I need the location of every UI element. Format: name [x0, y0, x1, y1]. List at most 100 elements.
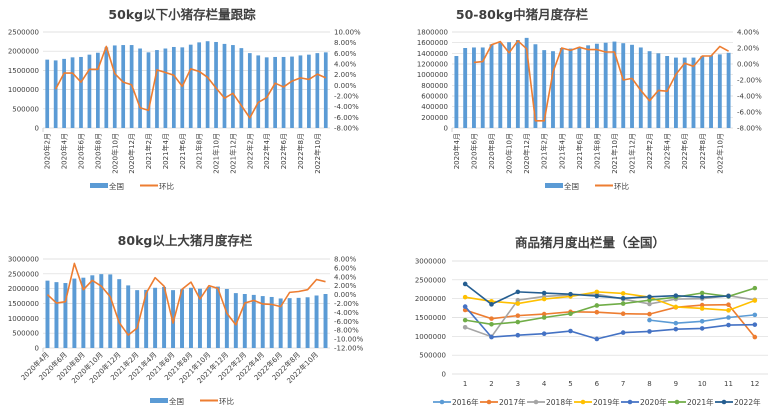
legend-label: 全国 — [109, 181, 124, 191]
right-axis-tick-label: -4.00% — [737, 93, 762, 101]
bar — [171, 290, 176, 348]
x-tick-label: 2020年12月 — [127, 133, 136, 174]
bar — [323, 294, 328, 348]
left-axis-tick-label: 1000000 — [8, 86, 39, 94]
bar — [709, 55, 713, 128]
x-tick-label: 2021年2月 — [144, 133, 153, 169]
line-point — [647, 329, 652, 334]
line-point — [699, 318, 705, 324]
chart-market-hog-slaughter: 商品猪月度出栏量（全国） 0 500000 1000000 1500000 200000… — [415, 235, 768, 407]
x-tick-label: 2021年10月 — [212, 133, 221, 174]
bar — [104, 47, 109, 128]
bar — [180, 47, 185, 128]
legend-label: 2018年 — [546, 397, 573, 407]
line-point — [541, 331, 547, 336]
left-axis-tick-label: 0 — [35, 125, 39, 133]
line-point — [726, 302, 731, 307]
left-axis-tick-label: 500000 — [12, 105, 39, 113]
line-point — [541, 296, 547, 302]
bar — [70, 57, 75, 128]
line-point — [462, 317, 468, 323]
line-point — [647, 297, 652, 303]
bar — [79, 56, 83, 128]
left-axis-tick-label: 0 — [444, 125, 448, 133]
bar — [542, 50, 547, 129]
bar — [298, 55, 303, 129]
x-tick-label: 2022年10月 — [313, 133, 322, 174]
line-point — [515, 301, 521, 306]
bar — [559, 48, 564, 128]
right-axis-tick-label: 2.00% — [334, 282, 357, 290]
bar — [314, 295, 319, 348]
bar — [242, 294, 247, 348]
bar — [290, 56, 294, 128]
line-point — [489, 334, 494, 340]
legend-swatch-bar — [90, 183, 108, 188]
bar — [515, 40, 520, 128]
bar — [630, 44, 634, 128]
legend-label: 环比 — [614, 181, 629, 191]
legend-label: 环比 — [219, 396, 234, 406]
right-axis-tick-label: 8.00% — [334, 39, 357, 47]
bar — [188, 44, 193, 129]
x-tick-label: 2021年10月 — [610, 133, 619, 174]
right-axis-tick-label: 6.00% — [334, 264, 357, 272]
bar — [251, 294, 256, 348]
bar — [189, 287, 193, 348]
bar — [524, 37, 529, 128]
line-point — [647, 311, 652, 317]
right-axis-tick-label: 8.00% — [334, 256, 357, 264]
right-axis-tick-label: 6.00% — [334, 50, 357, 58]
x-tick-label: 2021年2月 — [540, 133, 549, 169]
bar — [171, 46, 176, 129]
x-tick-label: 6 — [595, 380, 600, 388]
x-tick-label: 1 — [463, 380, 467, 388]
line-point — [515, 313, 521, 318]
x-tick-label: 2021年8月 — [592, 133, 601, 169]
x-tick-label: 5 — [568, 380, 572, 388]
right-axis-tick-label: -2.00% — [334, 93, 359, 101]
bar — [647, 51, 652, 129]
right-axis-tick-label: 0.00% — [737, 61, 760, 69]
bar — [586, 45, 591, 129]
bar — [233, 293, 238, 348]
bar — [533, 44, 538, 129]
legend-marker — [486, 399, 492, 405]
bar — [498, 42, 503, 128]
right-axis-tick-label: -10.00% — [334, 336, 364, 344]
line-point — [673, 320, 679, 326]
right-axis-tick-label: -6.00% — [737, 109, 762, 117]
line-point — [462, 294, 468, 300]
x-tick-label: 2022年6月 — [680, 133, 689, 169]
right-axis-tick-label: -4.00% — [334, 309, 359, 317]
right-axis-tick-label: 4.00% — [334, 61, 357, 69]
bar — [197, 42, 202, 129]
x-tick-label: 2020年4月 — [60, 133, 69, 169]
left-axis-tick-label: 2500000 — [8, 29, 39, 37]
line-point — [489, 302, 494, 307]
x-tick-label: 2020年6月 — [76, 133, 85, 169]
line-point — [594, 303, 600, 308]
bar — [99, 274, 104, 348]
line-series-2019年 — [465, 291, 756, 312]
chart-title: 50kg以下小猪存栏量跟踪 — [108, 7, 256, 22]
bar — [54, 282, 59, 348]
x-tick-label: 2020年4月 — [452, 133, 461, 169]
bar — [577, 46, 582, 128]
left-axis-tick-label: 1600000 — [417, 39, 448, 47]
line-point — [620, 330, 626, 335]
left-axis-tick-label: 200000 — [421, 114, 448, 122]
bar — [45, 280, 50, 348]
bar — [480, 47, 485, 128]
legend-swatch-bar — [150, 398, 168, 403]
left-axis-tick-label: 0 — [35, 345, 39, 353]
bar — [231, 45, 235, 128]
left-axis-tick-label: 1000000 — [417, 71, 448, 79]
legend-label: 2019年 — [593, 397, 620, 407]
line-point — [594, 309, 600, 315]
x-tick-label: 2021年12月 — [628, 133, 637, 174]
line-point — [462, 304, 468, 309]
left-axis-tick-label: 400000 — [421, 103, 448, 111]
chart-piglet-inventory: 50kg以下小猪存栏量跟踪 0 500000 1000000 1500000 20000… — [8, 7, 361, 191]
line-point — [726, 315, 731, 320]
